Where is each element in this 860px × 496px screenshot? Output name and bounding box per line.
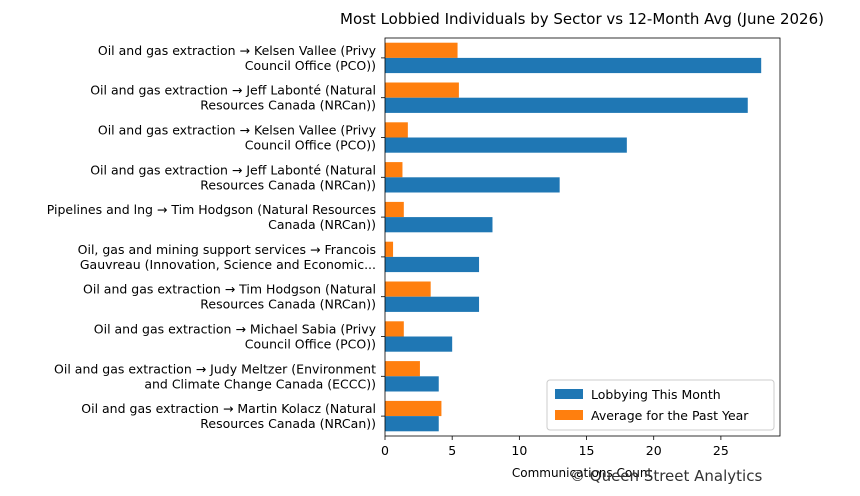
chart-title: Most Lobbied Individuals by Sector vs 12… — [340, 10, 824, 28]
axes-frame — [384, 37, 781, 437]
x-axis-label: Communications Count — [512, 466, 653, 480]
y-tick-label: Resources Canada (NRCan)) — [200, 177, 376, 192]
y-tick-label: Oil and gas extraction → Tim Hodgson (Na… — [83, 282, 376, 297]
bar-lobbying-this-month — [385, 416, 439, 432]
x-tick-label: 10 — [511, 443, 527, 458]
y-tick-label: and Climate Change Canada (ECCC)) — [144, 376, 376, 391]
bar-average-past-year — [385, 201, 404, 218]
bar-average-past-year — [385, 281, 431, 297]
bar-average-past-year — [385, 42, 458, 58]
y-tick-label: Gauvreau (Innovation, Science and Econom… — [80, 257, 376, 272]
y-tick-label: Resources Canada (NRCan)) — [200, 416, 376, 431]
bar-lobbying-this-month — [385, 256, 480, 273]
bar-lobbying-this-month — [385, 57, 762, 74]
watermark-text: © Queen Street Analytics — [570, 467, 763, 485]
y-tick-label: Council Office (PCO)) — [245, 337, 376, 352]
bar-lobbying-this-month — [385, 177, 560, 193]
y-tick-label: Oil and gas extraction → Jeff Labonté (N… — [90, 162, 376, 177]
y-tick-label: Canada (NRCan)) — [268, 217, 376, 232]
plot-area: Oil and gas extraction → Kelsen Vallee (… — [47, 37, 781, 458]
y-tick-label: Resources Canada (NRCan)) — [200, 297, 376, 312]
y-tick-label: Council Office (PCO)) — [245, 138, 376, 153]
x-tick-label: 25 — [713, 443, 729, 458]
y-tick-label: Oil and gas extraction → Kelsen Vallee (… — [98, 123, 377, 138]
bar-lobbying-this-month — [385, 97, 748, 113]
bar-lobbying-this-month — [385, 336, 453, 352]
y-tick-label: Pipelines and lng → Tim Hodgson (Natural… — [47, 202, 376, 217]
legend-entry: Average for the Past Year — [591, 408, 749, 423]
y-tick-label: Oil and gas extraction → Judy Meltzer (E… — [54, 361, 376, 376]
bar-average-past-year — [385, 361, 420, 377]
y-tick-label: Resources Canada (NRCan)) — [200, 98, 376, 113]
y-tick-label: Council Office (PCO)) — [245, 58, 376, 73]
bar-lobbying-this-month — [385, 217, 493, 233]
y-tick-label: Oil and gas extraction → Jeff Labonté (N… — [90, 83, 376, 98]
y-tick-label: Oil and gas extraction → Michael Sabia (… — [94, 322, 377, 337]
y-tick-label: Oil, gas and mining support services → F… — [78, 242, 376, 257]
bar-average-past-year — [385, 321, 404, 337]
legend-swatch — [555, 389, 583, 399]
bar-lobbying-this-month — [385, 137, 627, 153]
bar-average-past-year — [385, 241, 394, 257]
bar-lobbying-this-month — [385, 376, 439, 392]
bar-average-past-year — [385, 122, 408, 138]
x-tick-label: 15 — [579, 443, 595, 458]
bar-average-past-year — [385, 162, 403, 178]
bar-lobbying-this-month — [385, 296, 480, 312]
x-tick-label: 5 — [448, 443, 456, 458]
legend-box — [546, 379, 775, 431]
y-tick-label: Oil and gas extraction → Kelsen Vallee (… — [98, 43, 377, 58]
x-tick-label: 0 — [381, 443, 389, 458]
bar-average-past-year — [385, 400, 442, 417]
x-tick-label: 20 — [646, 443, 662, 458]
legend-swatch — [555, 410, 583, 420]
y-tick-label: Oil and gas extraction → Martin Kolacz (… — [81, 401, 376, 416]
legend-entry: Lobbying This Month — [591, 387, 721, 402]
bar-average-past-year — [385, 82, 459, 98]
